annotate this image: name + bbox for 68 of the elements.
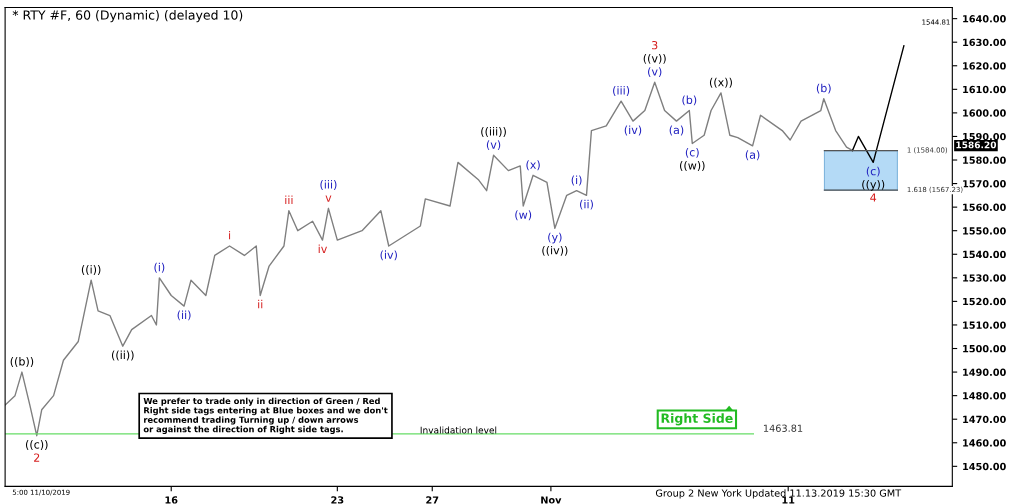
annotation: Invalidation level <box>420 426 497 434</box>
annotation: (ii) <box>177 310 191 321</box>
line-series <box>851 45 905 164</box>
y-tick-label: 1550.00 <box>963 227 1006 235</box>
annotation: (c) <box>866 166 880 177</box>
annotation: 3 <box>652 40 658 50</box>
ref-line-label: 1463.81 <box>763 424 803 432</box>
annotation: (v) <box>486 140 501 151</box>
y-tick-label: 1640.00 <box>963 15 1006 23</box>
x-tick-label: Nov <box>541 496 562 504</box>
annotation: ((i)) <box>81 265 101 275</box>
annotation: (i) <box>571 175 582 186</box>
annotation: ((y)) <box>862 179 885 191</box>
annotation: Right Side <box>661 413 733 426</box>
annotation: (a) <box>669 125 684 136</box>
chart-title: * RTY #F, 60 (Dynamic) (delayed 10) <box>12 10 243 23</box>
annotation: (iv) <box>624 125 642 136</box>
y-tick-label: 1590.00 <box>963 132 1006 141</box>
annotation: (y) <box>548 232 562 244</box>
annotation: ((c)) <box>25 440 48 450</box>
annotation: (b) <box>816 83 831 94</box>
annotation: ((v)) <box>643 53 666 64</box>
x-tick-label: 16 <box>165 496 178 504</box>
x-tick-label: 23 <box>331 496 344 504</box>
annotation: ((x)) <box>709 77 732 88</box>
y-tick-label: 1490.00 <box>963 368 1006 376</box>
annotation: (iv) <box>380 250 397 261</box>
y-tick-label: 1610.00 <box>963 85 1006 94</box>
y-tick-label: 1540.00 <box>963 250 1006 259</box>
y-tick-label: 1510.00 <box>963 321 1006 329</box>
annotation: (v) <box>648 67 662 78</box>
annotation: (iii) <box>613 86 630 96</box>
annotation: ((b)) <box>10 356 34 367</box>
y-tick-label: 1450.00 <box>963 462 1006 471</box>
y-tick-label: 1500.00 <box>963 344 1006 353</box>
y-tick-label: 1480.00 <box>963 392 1006 400</box>
annotation: 2 <box>34 453 40 462</box>
annotation: (w) <box>515 210 532 221</box>
annotation: v <box>325 195 332 202</box>
y-tick-label: 1600.00 <box>963 109 1006 117</box>
annotation: iii <box>285 195 293 205</box>
annotation: ((iii)) <box>481 127 506 137</box>
y-tick-label: 1470.00 <box>963 415 1006 424</box>
y-tick-label: 1560.00 <box>963 203 1006 211</box>
annotation: 4 <box>870 193 877 202</box>
y-tick-label: 1580.00 <box>963 156 1006 164</box>
annotation: (c) <box>685 147 699 158</box>
y-tick-label: 1630.00 <box>963 38 1006 47</box>
text: 1586.20 <box>956 141 997 149</box>
annotation: ((ii)) <box>111 350 134 361</box>
annotation: (a) <box>745 150 760 161</box>
y-tick-label: 1530.00 <box>963 274 1006 282</box>
x-tick-label: 27 <box>426 496 439 504</box>
annotation: We prefer to trade only in direction of Green / Red Right side tags entering at Blue boxes and we don't recommend trading Turning up / down arrows or against the direction of Right side tags. <box>143 397 388 434</box>
y-tick-label: 1460.00 <box>963 439 1006 447</box>
annotation: ((w)) <box>680 161 705 171</box>
annotation: i <box>229 230 231 240</box>
annotation: iv <box>318 244 327 253</box>
annotation: (ii) <box>580 199 593 210</box>
annotation: (iii) <box>320 180 337 190</box>
annotation: (x) <box>526 160 540 171</box>
y-tick-label: 1520.00 <box>963 297 1006 306</box>
annotation: ((iv)) <box>542 245 568 256</box>
annotation: (i) <box>154 262 165 273</box>
annotation: ii <box>258 299 263 309</box>
y-tick-label: 1620.00 <box>963 62 1006 70</box>
annotation: (b) <box>682 95 697 106</box>
y-tick-label: 1570.00 <box>963 180 1006 188</box>
